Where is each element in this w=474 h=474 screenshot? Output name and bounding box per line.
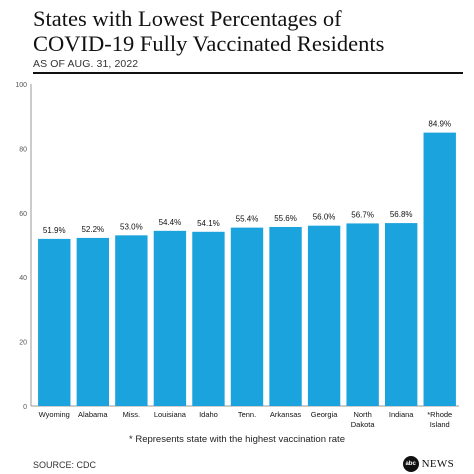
- category-label: Tenn.: [238, 410, 256, 419]
- category-label: North: [353, 410, 371, 419]
- bar-value-label: 55.4%: [236, 215, 259, 224]
- category-label: Idaho: [199, 410, 218, 419]
- category-label: Indiana: [389, 410, 414, 419]
- bar-value-label: 56.7%: [351, 210, 374, 219]
- bar-value-label: 84.9%: [428, 120, 451, 129]
- bar-value-label: 56.8%: [390, 210, 413, 219]
- bar: [115, 235, 148, 406]
- y-tick-label: 40: [19, 275, 27, 282]
- y-tick-label: 0: [23, 404, 27, 411]
- bar-value-label: 56.0%: [313, 213, 336, 222]
- bar-value-label: 52.2%: [81, 225, 104, 234]
- category-label: Island: [430, 420, 450, 429]
- bar: [153, 230, 187, 406]
- chart-footnote: * Represents state with the highest vacc…: [129, 434, 345, 445]
- category-label: Arkansas: [270, 410, 302, 419]
- news-logo-word: NEWS: [421, 458, 454, 470]
- bar: [384, 223, 418, 406]
- bar: [38, 238, 71, 406]
- y-tick-label: 20: [19, 340, 27, 347]
- chart-title: States with Lowest Percentages of COVID-…: [33, 6, 463, 56]
- bar: [269, 226, 302, 406]
- y-tick-label: 60: [19, 211, 27, 218]
- category-label: *Rhode: [427, 410, 452, 419]
- abc-logo-mark: abc: [402, 456, 419, 472]
- bar-value-label: 51.9%: [43, 226, 66, 235]
- bar-value-label: 54.1%: [197, 219, 220, 228]
- category-label: Georgia: [311, 410, 339, 419]
- category-label: Louisiana: [154, 410, 187, 419]
- title-line-2: COVID-19 Fully Vaccinated Residents: [33, 31, 385, 56]
- y-tick-label: 100: [15, 82, 27, 89]
- title-line-1: States with Lowest Percentages of: [33, 6, 342, 31]
- bar: [230, 227, 264, 406]
- category-label: Dakota: [351, 420, 376, 429]
- bar: [307, 225, 341, 406]
- category-label: Alabama: [78, 410, 108, 419]
- abc-news-logo: abc NEWS: [402, 456, 454, 472]
- bar-value-label: 54.4%: [159, 218, 182, 227]
- category-label: Wyoming: [39, 410, 70, 419]
- category-label: Miss.: [123, 410, 141, 419]
- bar-value-label: 53.0%: [120, 222, 143, 231]
- y-tick-label: 80: [19, 146, 27, 153]
- chart-subtitle: AS OF AUG. 31, 2022: [33, 58, 139, 70]
- bar: [192, 231, 225, 406]
- bar: [346, 223, 379, 406]
- bar: [423, 132, 456, 406]
- bar-value-label: 55.6%: [274, 214, 297, 223]
- source-note: SOURCE: CDC: [33, 460, 97, 470]
- title-divider: [33, 72, 463, 74]
- bar: [76, 237, 110, 406]
